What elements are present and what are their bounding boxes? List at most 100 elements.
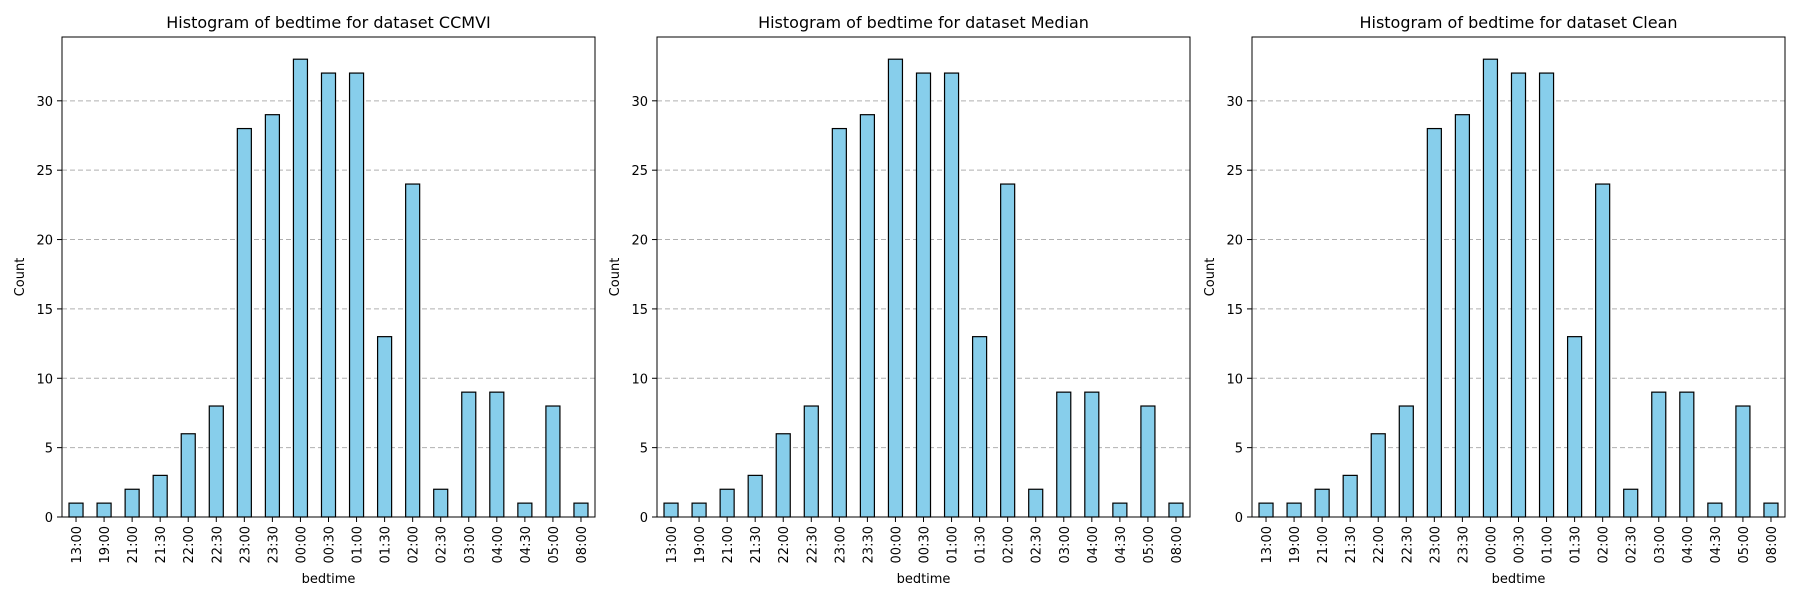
- bar: [803, 405, 819, 518]
- bar: [1651, 391, 1667, 518]
- bar: [517, 502, 533, 518]
- x-tick-label: 22:30: [805, 526, 820, 563]
- x-tick-label: 02:30: [1625, 526, 1640, 563]
- y-tick-label: 20: [1226, 234, 1243, 249]
- x-tick-label: 02:30: [1030, 526, 1045, 563]
- x-tick-label: 13:00: [70, 526, 85, 563]
- x-tick-label: 04:30: [519, 526, 534, 563]
- bar: [292, 58, 309, 518]
- bar: [545, 405, 561, 518]
- x-tick-label: 21:00: [126, 526, 141, 563]
- x-tick-label: 00:30: [323, 526, 338, 563]
- y-tick-label: 30: [631, 95, 648, 110]
- bar: [461, 391, 477, 518]
- x-axis-label: bedtime: [897, 572, 951, 587]
- chart-panel-3: 0 5 10 15 20 25 30 13:00 19:00 21:00 21:30 22:00 22:…: [1203, 13, 1786, 587]
- bar: [1735, 405, 1751, 518]
- chart-title: Histogram of bedtime for dataset Median: [758, 13, 1089, 32]
- y-tick-label: 15: [36, 303, 53, 318]
- chart-title: Histogram of bedtime for dataset CCMVI: [166, 13, 490, 32]
- bar: [1258, 502, 1274, 518]
- bar: [1056, 391, 1072, 518]
- bar: [348, 72, 365, 518]
- x-tick-label: 21:30: [154, 526, 169, 563]
- y-tick-label: 30: [1226, 95, 1243, 110]
- chart-panel-2: 0 5 10 15 20 25 30 13:00 19:00 21:00 21:30 22:00 22:…: [608, 13, 1191, 587]
- x-tick-label: 00:00: [294, 526, 309, 563]
- y-tick-label: 0: [640, 511, 648, 526]
- bar: [1286, 502, 1302, 518]
- y-axis-label: Count: [1203, 258, 1218, 297]
- bar: [943, 72, 960, 518]
- chart-title: Histogram of bedtime for dataset Clean: [1359, 13, 1677, 32]
- bar: [1538, 72, 1555, 518]
- x-tick-label: 08:00: [1170, 526, 1185, 563]
- x-tick-label: 01:30: [1569, 526, 1584, 563]
- x-tick-label: 19:00: [1288, 526, 1303, 563]
- bar: [1140, 405, 1156, 518]
- bar: [1566, 336, 1583, 518]
- x-tick-label: 23:30: [861, 526, 876, 563]
- bar: [1510, 72, 1527, 518]
- bar: [489, 391, 505, 518]
- y-tick-label: 25: [631, 164, 648, 179]
- x-tick-label: 01:00: [351, 526, 366, 563]
- x-tick-label: 04:30: [1114, 526, 1129, 563]
- bar: [1342, 474, 1358, 518]
- x-tick-label: 23:30: [266, 526, 281, 563]
- y-tick-label: 30: [36, 95, 53, 110]
- bar: [1623, 488, 1639, 518]
- bar: [1707, 502, 1723, 518]
- bar: [124, 488, 140, 518]
- x-tick-label: 00:00: [889, 526, 904, 563]
- bar: [1426, 127, 1442, 518]
- x-tick-label: 23:00: [1428, 526, 1443, 563]
- x-tick-label: 05:00: [1737, 526, 1752, 563]
- bar: [180, 433, 196, 518]
- x-tick-label: 05:00: [547, 526, 562, 563]
- x-tick-label: 01:00: [946, 526, 961, 563]
- bar: [1482, 58, 1499, 518]
- bar: [1112, 502, 1128, 518]
- y-tick-label: 20: [631, 234, 648, 249]
- x-tick-label: 19:00: [693, 526, 708, 563]
- x-tick-label: 21:00: [721, 526, 736, 563]
- y-tick-label: 15: [631, 303, 648, 318]
- x-tick-label: 04:30: [1709, 526, 1724, 563]
- bar: [433, 488, 449, 518]
- x-tick-label: 19:00: [98, 526, 113, 563]
- bar: [96, 502, 112, 518]
- bar: [264, 114, 281, 518]
- y-tick-label: 10: [36, 372, 53, 387]
- x-tick-label: 02:00: [1002, 526, 1017, 563]
- bar: [376, 336, 393, 518]
- x-tick-label: 04:00: [1086, 526, 1101, 563]
- y-tick-label: 10: [1226, 372, 1243, 387]
- x-tick-label: 02:30: [435, 526, 450, 563]
- x-tick-label: 00:00: [1484, 526, 1499, 563]
- x-axis-label: bedtime: [1492, 572, 1546, 587]
- bar: [1168, 502, 1184, 518]
- bar: [1000, 183, 1016, 518]
- x-tick-label: 22:30: [1400, 526, 1415, 563]
- bar: [1028, 488, 1044, 518]
- y-tick-label: 0: [1235, 511, 1243, 526]
- y-tick-label: 10: [631, 372, 648, 387]
- x-tick-label: 21:30: [749, 526, 764, 563]
- chart-panel-1: 0 5 10 15 20 25 30 13:00 19:00 21:00 21:30 22:00 22:…: [13, 13, 596, 587]
- y-tick-label: 25: [36, 164, 53, 179]
- y-axis-label: Count: [608, 258, 623, 297]
- bar: [405, 183, 421, 518]
- y-axis-label: Count: [13, 258, 28, 297]
- x-tick-label: 13:00: [665, 526, 680, 563]
- bar: [747, 474, 763, 518]
- x-tick-label: 03:00: [463, 526, 478, 563]
- y-tick-label: 20: [36, 234, 53, 249]
- x-tick-label: 22:00: [1372, 526, 1387, 563]
- bar: [1370, 433, 1386, 518]
- bar: [573, 502, 589, 518]
- bar: [887, 58, 904, 518]
- bar: [236, 127, 252, 518]
- x-tick-label: 23:00: [238, 526, 253, 563]
